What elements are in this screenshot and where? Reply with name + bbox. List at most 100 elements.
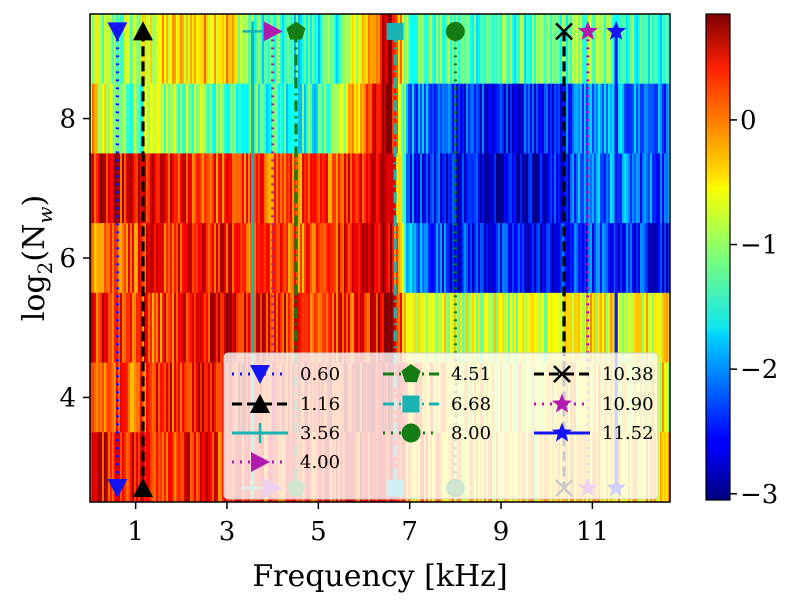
heatmap-cell — [198, 432, 201, 502]
heatmap-cell — [356, 292, 359, 364]
heatmap-cell — [158, 223, 161, 294]
heatmap-cell — [654, 223, 657, 294]
heatmap-cell — [408, 14, 411, 85]
heatmap-cell — [116, 362, 119, 433]
heatmap-cell — [636, 14, 639, 85]
heatmap-cell — [120, 14, 123, 85]
heatmap-cell — [394, 153, 397, 224]
heatmap-cell — [556, 292, 559, 364]
heatmap-cell — [102, 292, 105, 364]
heatmap-cell — [406, 14, 409, 85]
heatmap-cell — [516, 292, 519, 364]
heatmap-cell — [106, 292, 109, 364]
heatmap-cell — [456, 292, 459, 364]
heatmap-cell — [506, 14, 509, 85]
heatmap-cell — [282, 83, 285, 155]
heatmap-cell — [164, 432, 167, 502]
marker-plus — [250, 423, 270, 443]
heatmap-cell — [592, 83, 595, 155]
heatmap-cell — [166, 362, 169, 433]
heatmap-cell — [114, 153, 117, 224]
heatmap-cell — [520, 223, 523, 294]
heatmap-cell — [108, 223, 111, 294]
heatmap-cell — [520, 83, 523, 155]
heatmap-cell — [530, 292, 533, 364]
heatmap-cell — [658, 292, 661, 364]
heatmap-cell — [212, 292, 215, 364]
heatmap-cell — [124, 83, 127, 155]
heatmap-cell — [500, 14, 503, 85]
heatmap-cell — [284, 223, 287, 294]
heatmap-cell — [272, 83, 275, 155]
heatmap-cell — [660, 223, 663, 294]
heatmap-cell — [522, 153, 525, 224]
heatmap-cell — [136, 153, 139, 224]
heatmap-cell — [658, 83, 661, 155]
heatmap-cell — [118, 432, 121, 502]
heatmap-cell — [174, 432, 177, 502]
heatmap-cell — [384, 14, 387, 85]
heatmap-cell — [632, 153, 635, 224]
heatmap-cell — [274, 153, 277, 224]
heatmap-cell — [494, 223, 497, 294]
heatmap-cell — [512, 292, 515, 364]
heatmap-cell — [184, 362, 187, 433]
heatmap-cell — [370, 14, 373, 85]
heatmap-cell — [490, 292, 493, 364]
legend-label: 4.00 — [300, 452, 340, 473]
heatmap-cell — [196, 362, 199, 433]
heatmap-cell — [168, 432, 171, 502]
heatmap-cell — [198, 223, 201, 294]
heatmap-cell — [112, 83, 115, 155]
heatmap-cell — [486, 14, 489, 85]
heatmap-cell — [248, 14, 251, 85]
heatmap-cell — [446, 153, 449, 224]
heatmap-cell — [138, 292, 141, 364]
heatmap-cell — [392, 14, 395, 85]
heatmap-cell — [564, 292, 567, 364]
heatmap-cell — [162, 153, 165, 224]
heatmap-cell — [388, 223, 391, 294]
marker-triangle-down — [107, 479, 128, 499]
heatmap-cell — [632, 14, 635, 85]
heatmap-cell — [624, 14, 627, 85]
heatmap-row-6 — [90, 223, 670, 294]
heatmap-cell — [222, 292, 225, 364]
heatmap-cell — [194, 432, 197, 502]
heatmap-cell — [346, 153, 349, 224]
heatmap-cell — [158, 153, 161, 224]
heatmap-cell — [560, 153, 563, 224]
heatmap-cell — [550, 292, 553, 364]
heatmap-cell — [666, 362, 669, 433]
heatmap-cell — [248, 153, 251, 224]
heatmap-cell — [626, 292, 629, 364]
heatmap-cell — [130, 83, 133, 155]
heatmap-cell — [320, 83, 323, 155]
heatmap-cell — [576, 223, 579, 294]
heatmap-cell — [138, 223, 141, 294]
heatmap-cell — [506, 223, 509, 294]
heatmap-cell — [284, 153, 287, 224]
heatmap-cell — [200, 432, 203, 502]
heatmap-cell — [310, 153, 313, 224]
heatmap-cell — [640, 83, 643, 155]
heatmap-cell — [238, 14, 241, 85]
heatmap-cell — [632, 292, 635, 364]
heatmap-cell — [506, 292, 509, 364]
heatmap-cell — [462, 83, 465, 155]
heatmap-cell — [580, 83, 583, 155]
heatmap-cell — [498, 153, 501, 224]
heatmap-cell — [646, 153, 649, 224]
heatmap-cell — [636, 292, 639, 364]
heatmap-cell — [438, 14, 441, 85]
heatmap-cell — [360, 14, 363, 85]
heatmap-cell — [170, 432, 173, 502]
heatmap-cell — [628, 83, 631, 155]
heatmap-cell — [528, 83, 531, 155]
heatmap-cell — [212, 14, 215, 85]
heatmap-cell — [484, 14, 487, 85]
heatmap-cell — [94, 432, 97, 502]
heatmap-cell — [402, 14, 405, 85]
heatmap-cell — [326, 14, 329, 85]
heatmap-cell — [668, 432, 670, 502]
